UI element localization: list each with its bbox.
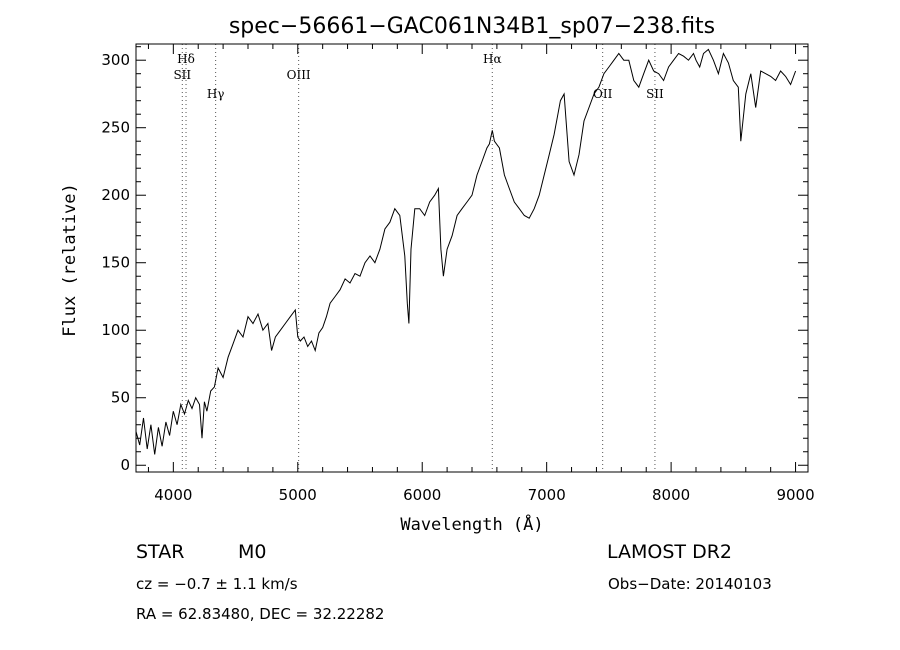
x-tick-label: 5000: [279, 486, 317, 504]
y-tick-label: 250: [101, 119, 130, 137]
axis-ticks: [136, 44, 808, 472]
obs-date: Obs−Date: 20140103: [608, 575, 772, 593]
line-label: OIII: [287, 68, 311, 82]
line-label: Hδ: [177, 52, 195, 66]
line-label: OII: [593, 87, 613, 101]
y-tick-label: 150: [101, 254, 130, 272]
x-tick-label: 9000: [776, 486, 814, 504]
y-tick-label: 200: [101, 186, 130, 204]
line-label: SII: [173, 68, 191, 82]
y-axis-label: Flux (relative): [60, 183, 80, 337]
x-tick-label: 8000: [652, 486, 690, 504]
object-class: STAR: [136, 541, 185, 563]
line-label: Hγ: [207, 87, 225, 101]
tick-labels: 4000 5000 6000 7000 8000 9000 0 50 100 150 200 250 3…: [101, 51, 814, 504]
y-tick-label: 300: [101, 51, 130, 69]
y-tick-label: 50: [111, 389, 130, 407]
y-tick-label: 100: [101, 321, 130, 339]
y-tick-label: 0: [120, 456, 130, 474]
x-tick-label: 4000: [154, 486, 192, 504]
plot-frame: [135, 43, 809, 473]
chart-title: spec−56661−GAC061N34B1_sp07−238.fits: [229, 14, 715, 39]
redshift-text: cz = −0.7 ± 1.1 km/s: [136, 575, 298, 593]
coordinates: RA = 62.83480, DEC = 32.22282: [136, 605, 385, 623]
object-subclass: M0: [238, 541, 267, 563]
x-tick-label: 7000: [528, 486, 566, 504]
x-axis-label: Wavelength (Å): [400, 513, 543, 535]
line-label: SII: [646, 87, 664, 101]
line-label: Hα: [483, 52, 502, 66]
line-labels: Hδ SII Hγ OIII Hα OII SII: [173, 52, 664, 101]
spectrum-line: [135, 48, 797, 455]
survey-name: LAMOST DR2: [607, 541, 732, 563]
x-tick-label: 6000: [403, 486, 441, 504]
line-markers: [181, 44, 656, 472]
